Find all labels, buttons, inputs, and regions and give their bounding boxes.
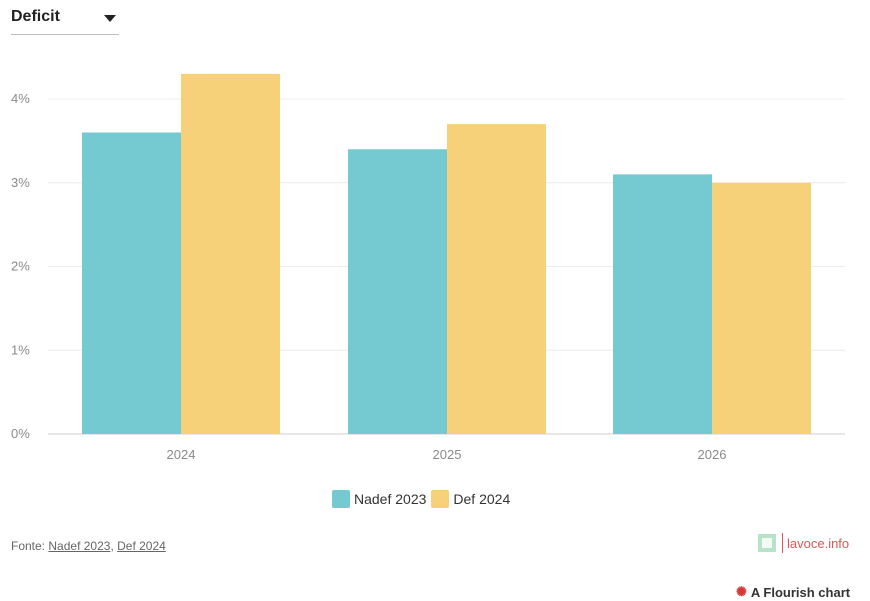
legend-label: Nadef 2023 [354, 491, 427, 507]
metric-dropdown[interactable]: Deficit [11, 4, 119, 35]
flourish-credit-text: A Flourish chart [750, 584, 851, 600]
bar [447, 124, 546, 434]
y-tick-label: 4% [11, 91, 30, 106]
lavoce-logo[interactable]: lavoce.info [758, 532, 862, 554]
y-tick-label: 0% [11, 426, 30, 441]
bar [712, 182, 811, 434]
source-prefix: Fonte: [11, 539, 46, 553]
source-note: Fonte: Nadef 2023, Def 2024 [11, 539, 166, 553]
source-link-def[interactable]: Def 2024 [117, 539, 166, 553]
bar [613, 174, 712, 434]
bar-chart: 0% 1% 2% 3% 4% 2024 2025 2026 [11, 73, 845, 462]
bar [348, 149, 447, 434]
x-tick-label: 2024 [167, 447, 196, 462]
legend-swatch [431, 490, 450, 508]
legend: Nadef 2023 Def 2024 [332, 489, 515, 509]
x-tick-label: 2026 [698, 447, 727, 462]
legend-item-nadef-2023[interactable]: Nadef 2023 [332, 490, 426, 508]
x-tick-label: 2025 [433, 447, 462, 462]
legend-label: Def 2024 [453, 491, 511, 507]
flourish-credit-link[interactable]: ✺ A Flourish chart [736, 584, 850, 600]
y-tick-label: 2% [11, 259, 30, 274]
lavoce-logo-text: lavoce.info [787, 535, 850, 551]
source-link-nadef[interactable]: Nadef 2023 [48, 539, 111, 553]
legend-item-def-2024[interactable]: Def 2024 [431, 490, 510, 508]
bar [181, 73, 280, 434]
legend-swatch [332, 490, 350, 508]
bar [82, 132, 181, 434]
logo-divider [782, 533, 783, 553]
y-tick-label: 3% [11, 175, 30, 190]
y-tick-label: 1% [11, 342, 30, 357]
dropdown-selected-label: Deficit [11, 8, 60, 25]
source-separator: , [110, 539, 114, 553]
flourish-logo-icon: ✺ [736, 584, 747, 599]
chevron-down-icon [104, 15, 116, 22]
lavoce-logo-icon [758, 534, 776, 552]
